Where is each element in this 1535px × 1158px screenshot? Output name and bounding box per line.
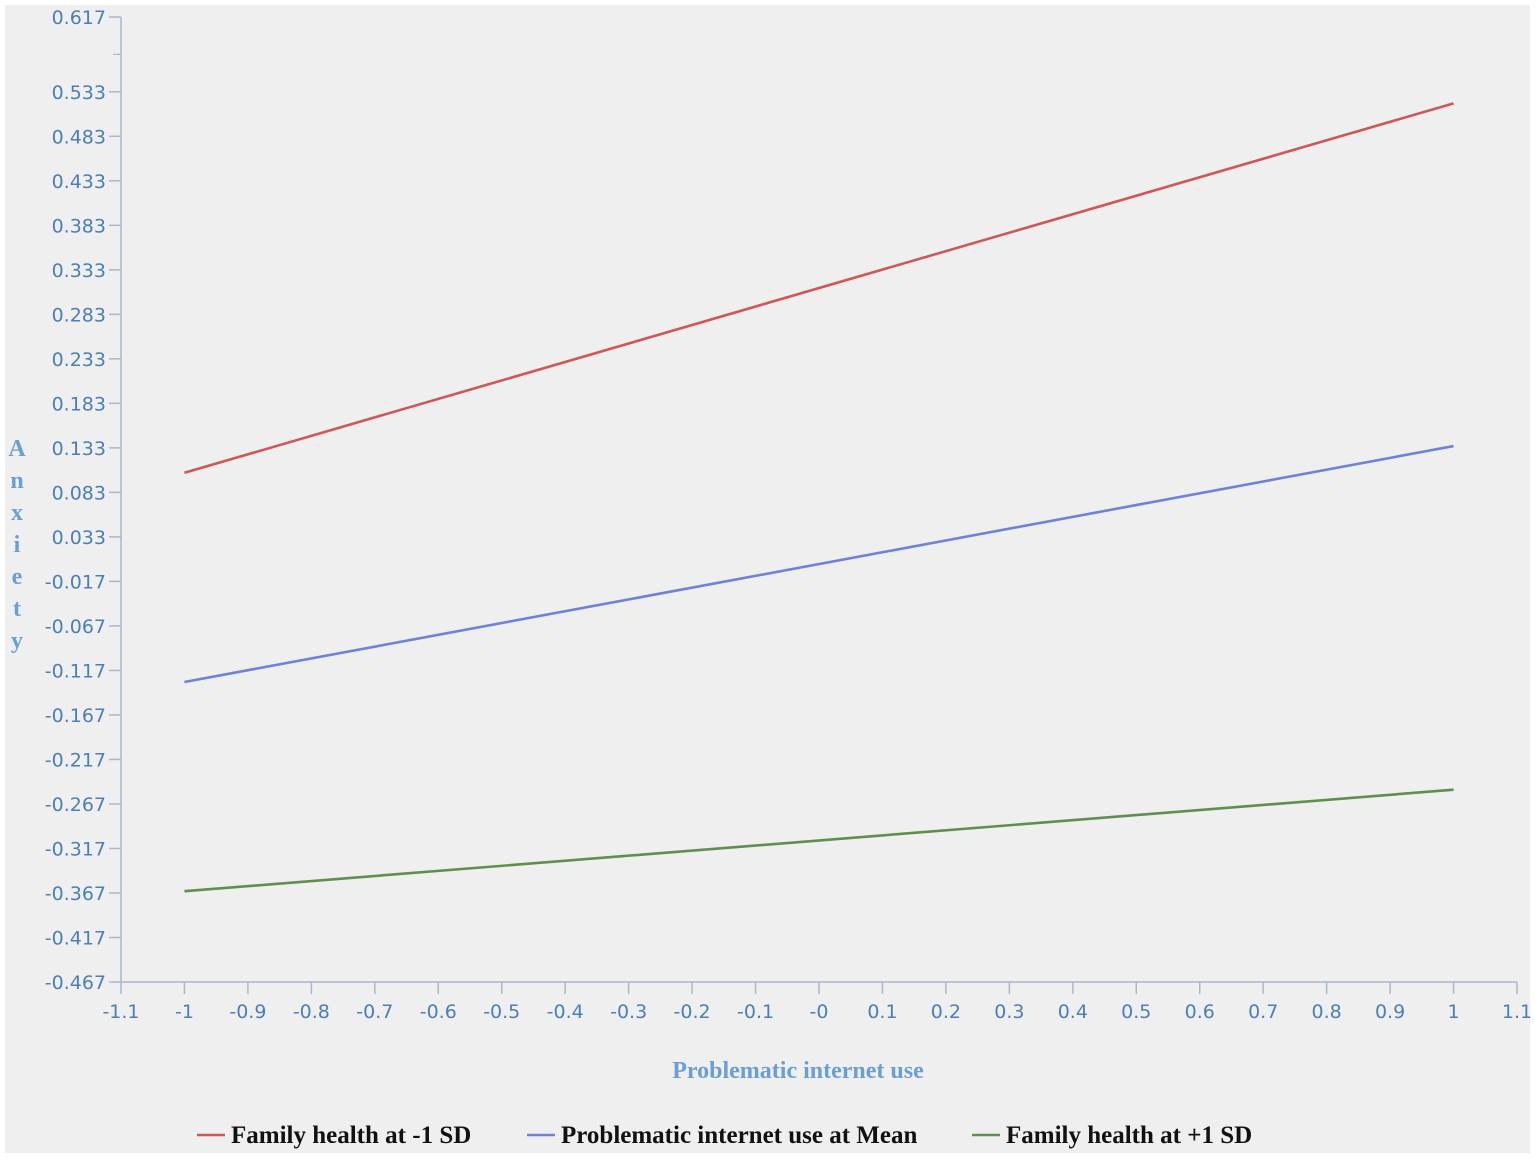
y-tick-label: 0.183 [52, 393, 106, 415]
x-tick-label: 1 [1447, 1001, 1459, 1023]
y-tick-label: -0.067 [45, 616, 106, 638]
legend-label: Problematic internet use at Mean [561, 1122, 917, 1149]
y-tick-label: 0.233 [52, 349, 106, 371]
x-tick-label: 0.6 [1185, 1001, 1215, 1023]
x-axis: -1.1 -1 -0.9 -0.8 -0.7 -0.6 -0.5 -0.4 -0.3 -0.2 -0… [102, 981, 1532, 1023]
y-tick-label: 0.283 [52, 304, 106, 326]
y-axis-title-letter: A [8, 436, 26, 462]
y-tick-label: 0.533 [52, 82, 106, 104]
y-axis-title-letter: i [14, 532, 21, 558]
x-tick-label: -0 [810, 1001, 829, 1023]
x-tick-label: -0.6 [420, 1001, 457, 1023]
x-tick-label: 0.8 [1312, 1001, 1342, 1023]
y-tick-label: 0.483 [52, 126, 106, 148]
x-tick-label: 0.5 [1121, 1001, 1151, 1023]
x-tick-label: 0.2 [931, 1001, 961, 1023]
x-tick-label: 0.9 [1375, 1001, 1405, 1023]
series-line-2 [184, 444, 1454, 684]
y-axis-title-letter: x [11, 500, 23, 526]
x-tick-label: -0.5 [483, 1001, 520, 1023]
y-axis-title-letter: y [11, 628, 23, 654]
x-tick-label: -0.9 [229, 1001, 266, 1023]
y-tick-label: -0.217 [45, 749, 106, 771]
x-tick-label: 0.1 [867, 1001, 897, 1023]
legend-label: Family health at -1 SD [231, 1122, 471, 1149]
x-tick-label: -0.8 [293, 1001, 330, 1023]
y-tick-label: -0.017 [45, 571, 106, 593]
y-axis: 0.617 0.533 0.483 0.433 0.383 0.333 0.283 0.233… [45, 7, 122, 994]
x-tick-label: 1.1 [1502, 1001, 1532, 1023]
x-tick-label: -0.7 [356, 1001, 393, 1023]
y-tick-label: -0.267 [45, 794, 106, 816]
y-tick-label: 0.617 [52, 7, 106, 29]
x-tick-label: -1 [175, 1001, 194, 1023]
series-lines [184, 102, 1454, 893]
x-tick-label: -0.1 [737, 1001, 774, 1023]
x-tick-label: 0.4 [1058, 1001, 1088, 1023]
chart-background [5, 5, 1530, 1153]
y-axis-title-letter: t [13, 596, 21, 622]
y-tick-label: -0.167 [45, 705, 106, 727]
x-axis-title: Problematic internet use [672, 1058, 924, 1084]
legend-label: Family health at +1 SD [1006, 1122, 1252, 1149]
y-tick-label: 0.033 [52, 527, 106, 549]
x-tick-label: -0.2 [674, 1001, 711, 1023]
x-tick-label: -0.4 [547, 1001, 584, 1023]
series-line-3 [184, 788, 1454, 893]
y-tick-label: -0.417 [45, 927, 106, 949]
y-tick-label: -0.467 [45, 972, 106, 994]
y-tick-label: 0.083 [52, 482, 106, 504]
series-line-1 [184, 102, 1454, 475]
x-tick-label: -1.1 [102, 1001, 139, 1023]
x-tick-label: 0.7 [1248, 1001, 1278, 1023]
legend: Family health at -1 SD Problematic intern… [197, 1122, 1252, 1149]
y-tick-label: -0.317 [45, 838, 106, 860]
y-tick-label: -0.117 [45, 660, 106, 682]
y-tick-label: 0.333 [52, 260, 106, 282]
y-tick-label: 0.383 [52, 215, 106, 237]
x-tick-label: -0.3 [610, 1001, 647, 1023]
y-tick-label: -0.367 [45, 883, 106, 905]
y-tick-label: 0.133 [52, 438, 106, 460]
y-axis-title-letter: e [12, 564, 23, 590]
y-axis-title-letter: n [10, 468, 23, 494]
x-tick-label: 0.3 [994, 1001, 1024, 1023]
y-tick-label: 0.433 [52, 171, 106, 193]
